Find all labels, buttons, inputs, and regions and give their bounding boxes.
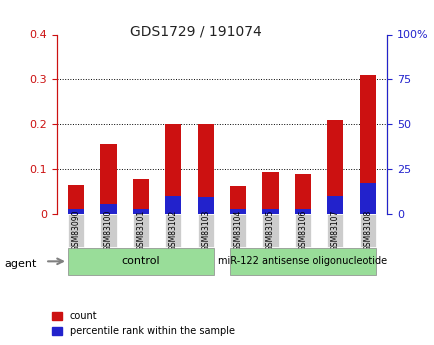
- Text: GDS1729 / 191074: GDS1729 / 191074: [130, 24, 261, 38]
- Text: GSM83100: GSM83100: [104, 210, 113, 251]
- FancyBboxPatch shape: [132, 214, 148, 247]
- Text: GSM83103: GSM83103: [201, 210, 210, 251]
- FancyBboxPatch shape: [100, 214, 116, 247]
- Bar: [230, 186, 246, 214]
- FancyBboxPatch shape: [326, 214, 342, 247]
- FancyBboxPatch shape: [359, 214, 375, 247]
- Bar: [68, 209, 84, 214]
- Text: GSM83105: GSM83105: [265, 210, 274, 251]
- FancyBboxPatch shape: [68, 214, 84, 247]
- Text: GSM83106: GSM83106: [298, 210, 307, 251]
- FancyBboxPatch shape: [262, 214, 278, 247]
- FancyBboxPatch shape: [197, 214, 213, 247]
- Text: GSM83101: GSM83101: [136, 210, 145, 251]
- Text: GSM83107: GSM83107: [330, 210, 339, 251]
- Bar: [165, 124, 181, 214]
- Bar: [326, 120, 342, 214]
- Bar: [132, 209, 148, 214]
- Bar: [326, 196, 342, 214]
- Bar: [100, 144, 116, 214]
- Text: GSM83108: GSM83108: [362, 210, 372, 251]
- Bar: [262, 172, 278, 214]
- FancyBboxPatch shape: [68, 248, 213, 275]
- Bar: [68, 185, 84, 214]
- Bar: [197, 197, 213, 214]
- Bar: [230, 209, 246, 214]
- FancyBboxPatch shape: [294, 214, 310, 247]
- Bar: [359, 183, 375, 214]
- Legend: count, percentile rank within the sample: count, percentile rank within the sample: [48, 307, 238, 340]
- Bar: [132, 179, 148, 214]
- FancyBboxPatch shape: [165, 214, 181, 247]
- Bar: [262, 209, 278, 214]
- Text: control: control: [121, 256, 160, 266]
- Bar: [197, 124, 213, 214]
- Bar: [294, 209, 310, 214]
- Text: miR-122 antisense oligonucleotide: miR-122 antisense oligonucleotide: [218, 256, 387, 266]
- Bar: [294, 174, 310, 214]
- Bar: [100, 204, 116, 214]
- Text: GSM83090: GSM83090: [71, 209, 80, 251]
- Text: agent: agent: [4, 259, 36, 269]
- FancyBboxPatch shape: [230, 248, 375, 275]
- Bar: [165, 196, 181, 214]
- Bar: [359, 75, 375, 214]
- Text: GSM83104: GSM83104: [233, 210, 242, 251]
- Text: GSM83102: GSM83102: [168, 210, 178, 251]
- FancyBboxPatch shape: [230, 214, 246, 247]
